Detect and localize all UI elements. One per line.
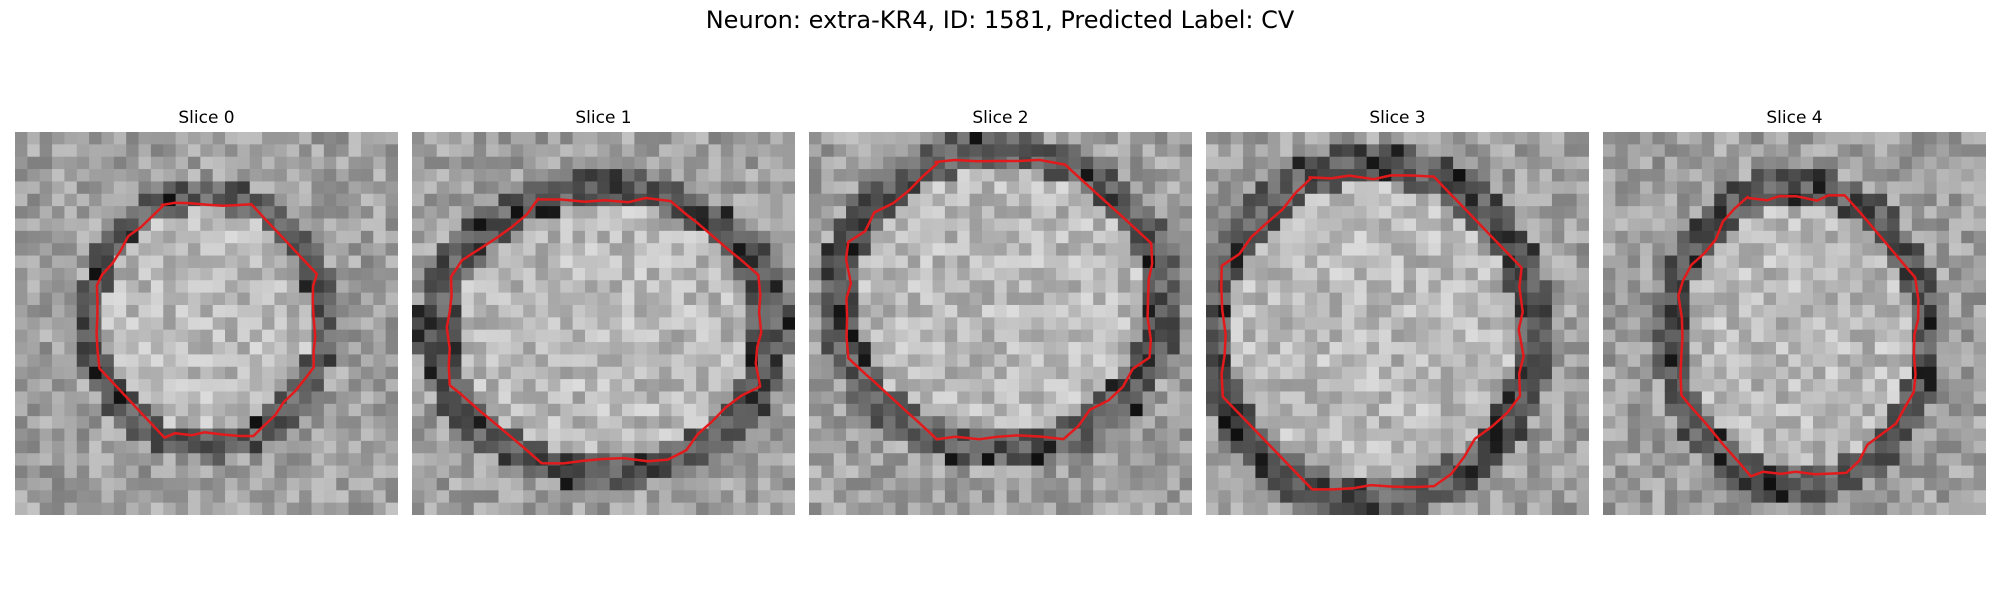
slice-panel-4: Slice 4 [1603, 106, 1986, 515]
slice-image [1603, 132, 1986, 515]
slice-panel-1: Slice 1 [412, 106, 795, 515]
slice-panel-3: Slice 3 [1206, 106, 1589, 515]
slice-panel-2: Slice 2 [809, 106, 1192, 515]
segmentation-contour [1220, 174, 1525, 491]
pixel-grid [1603, 132, 1986, 515]
slice-panel-0: Slice 0 [15, 106, 398, 515]
slice-title: Slice 3 [1369, 108, 1426, 128]
slice-title: Slice 2 [972, 108, 1029, 128]
pixel-grid [1206, 132, 1589, 515]
slice-image [15, 132, 398, 515]
segmentation-contour [1677, 193, 1920, 478]
slice-image [809, 132, 1192, 515]
pixel-grid [412, 132, 795, 515]
segmentation-contour [445, 196, 763, 465]
pixel-grid [15, 132, 398, 515]
pixel-grid [809, 132, 1192, 515]
slice-image [1206, 132, 1589, 515]
slice-image [412, 132, 795, 515]
figure-title: Neuron: extra-KR4, ID: 1581, Predicted L… [705, 6, 1295, 34]
slice-title: Slice 4 [1766, 108, 1823, 128]
segmentation-contour [95, 201, 319, 439]
slice-title: Slice 1 [575, 108, 632, 128]
slice-title: Slice 0 [178, 108, 235, 128]
segmentation-contour [844, 158, 1154, 441]
